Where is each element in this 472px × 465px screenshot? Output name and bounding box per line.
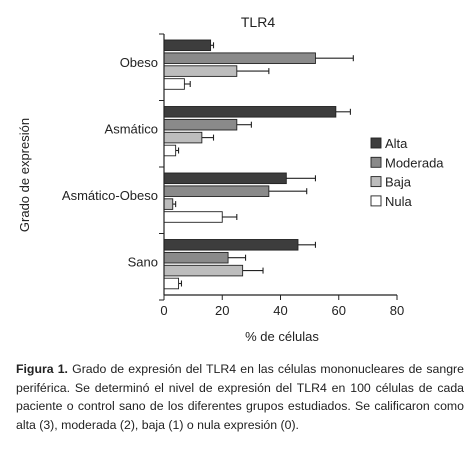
bar <box>163 172 287 185</box>
legend-swatch <box>370 156 382 168</box>
x-axis-title: % de células <box>245 329 319 344</box>
bar <box>163 239 299 251</box>
y-tick-label: Sano <box>128 255 158 270</box>
legend-swatch <box>370 137 382 149</box>
bar <box>163 251 229 264</box>
x-tick-label: 0 <box>160 303 167 318</box>
y-axis-title: Grado de expresión <box>17 118 32 232</box>
bar <box>163 106 337 118</box>
bar <box>163 39 212 52</box>
legend-label: Baja <box>385 175 412 190</box>
bar <box>163 78 185 90</box>
bar <box>163 131 203 144</box>
bar <box>163 211 223 223</box>
bar <box>163 264 244 277</box>
bar <box>163 185 270 197</box>
x-tick-label: 20 <box>215 303 229 318</box>
y-tick-label: Asmático-Obeso <box>62 188 158 203</box>
legend-label: Nula <box>385 194 413 209</box>
caption-label: Figura 1. <box>16 362 68 376</box>
bar <box>163 198 174 210</box>
bar <box>163 118 238 131</box>
caption-text: Grado de expresión del TLR4 en las célul… <box>16 362 464 432</box>
bar <box>163 144 177 157</box>
plot-area: Obeso Asmático Asmático-Obeso Sano 0 20 40 60 80… <box>62 33 444 318</box>
legend-label: Alta <box>385 136 408 151</box>
figure-caption: Figura 1. Grado de expresión del TLR4 en… <box>16 360 464 434</box>
bar <box>163 52 316 64</box>
legend-label: Moderada <box>385 155 444 170</box>
bar <box>163 277 180 290</box>
tlr4-bar-chart: TLR4 Grado de expresión % de células Obe… <box>17 14 444 344</box>
x-tick-label: 40 <box>273 303 287 318</box>
x-tick-label: 60 <box>332 303 346 318</box>
legend-swatch <box>370 195 382 207</box>
y-tick-label: Obeso <box>120 55 158 70</box>
y-tick-label: Asmático <box>105 122 158 137</box>
legend-swatch <box>370 176 382 188</box>
bar <box>163 65 238 77</box>
x-tick-label: 80 <box>390 303 404 318</box>
chart-title: TLR4 <box>241 14 275 30</box>
